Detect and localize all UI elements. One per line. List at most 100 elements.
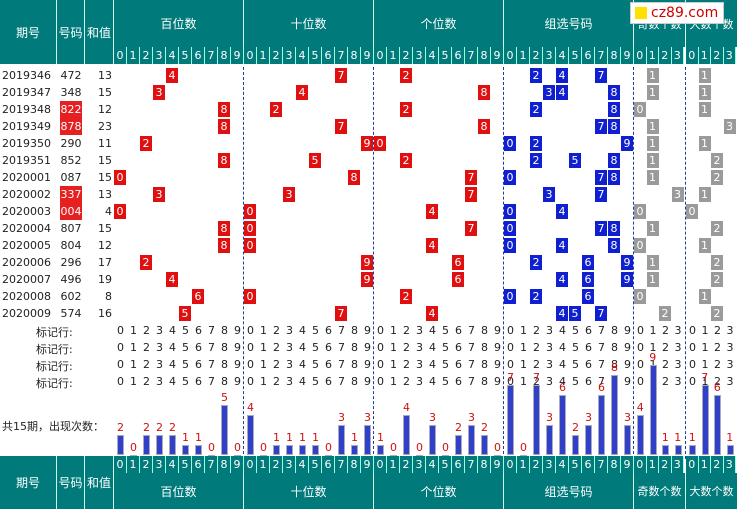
- marker-digit[interactable]: 4: [559, 324, 566, 337]
- marker-digit[interactable]: 8: [351, 375, 358, 388]
- marker-digit[interactable]: 9: [494, 358, 501, 371]
- marker-digit[interactable]: 1: [260, 358, 267, 371]
- marker-digit[interactable]: 0: [377, 358, 384, 371]
- marker-digit[interactable]: 2: [403, 375, 410, 388]
- marker-digit[interactable]: 8: [481, 341, 488, 354]
- marker-digit[interactable]: 3: [546, 358, 553, 371]
- marker-digit[interactable]: 7: [338, 324, 345, 337]
- marker-digit[interactable]: 3: [156, 324, 163, 337]
- marker-digit[interactable]: 4: [559, 341, 566, 354]
- marker-digit[interactable]: 0: [689, 358, 696, 371]
- marker-digit[interactable]: 6: [455, 341, 462, 354]
- marker-digit[interactable]: 9: [494, 375, 501, 388]
- marker-digit[interactable]: 0: [247, 324, 254, 337]
- marker-digit[interactable]: 6: [455, 358, 462, 371]
- marker-digit[interactable]: 0: [117, 358, 124, 371]
- marker-digit[interactable]: 6: [195, 375, 202, 388]
- marker-digit[interactable]: 2: [273, 375, 280, 388]
- marker-digit[interactable]: 3: [286, 341, 293, 354]
- marker-digit[interactable]: 1: [390, 324, 397, 337]
- marker-digit[interactable]: 5: [312, 324, 319, 337]
- marker-digit[interactable]: 1: [520, 375, 527, 388]
- marker-digit[interactable]: 5: [182, 358, 189, 371]
- marker-digit[interactable]: 2: [662, 324, 669, 337]
- marker-digit[interactable]: 2: [143, 324, 150, 337]
- marker-digit[interactable]: 6: [455, 375, 462, 388]
- marker-digit[interactable]: 3: [674, 324, 682, 337]
- marker-digit[interactable]: 7: [598, 341, 605, 354]
- marker-digit[interactable]: 4: [299, 375, 306, 388]
- marker-digit[interactable]: 3: [286, 358, 293, 371]
- marker-digit[interactable]: 0: [377, 341, 384, 354]
- marker-digit[interactable]: 5: [442, 358, 449, 371]
- marker-digit[interactable]: 5: [312, 341, 319, 354]
- marker-digit[interactable]: 3: [286, 375, 293, 388]
- marker-digit[interactable]: 5: [572, 375, 579, 388]
- marker-digit[interactable]: 0: [117, 341, 124, 354]
- marker-digit[interactable]: 0: [637, 375, 644, 388]
- marker-digit[interactable]: 3: [416, 375, 423, 388]
- marker-digit[interactable]: 3: [546, 375, 553, 388]
- marker-digit[interactable]: 9: [624, 375, 631, 388]
- marker-digit[interactable]: 0: [377, 375, 384, 388]
- marker-digit[interactable]: 3: [416, 358, 423, 371]
- marker-digit[interactable]: 5: [182, 375, 189, 388]
- marker-digit[interactable]: 7: [208, 358, 215, 371]
- marker-digit[interactable]: 3: [416, 324, 423, 337]
- marker-digit[interactable]: 1: [701, 375, 709, 388]
- marker-digit[interactable]: 7: [208, 324, 215, 337]
- marker-digit[interactable]: 7: [468, 341, 475, 354]
- marker-digit[interactable]: 9: [234, 375, 241, 388]
- marker-digit[interactable]: 5: [442, 375, 449, 388]
- marker-digit[interactable]: 5: [312, 375, 319, 388]
- marker-digit[interactable]: 5: [442, 324, 449, 337]
- marker-digit[interactable]: 4: [559, 375, 566, 388]
- marker-digit[interactable]: 1: [260, 324, 267, 337]
- marker-digit[interactable]: 5: [572, 341, 579, 354]
- marker-digit[interactable]: 2: [273, 341, 280, 354]
- marker-digit[interactable]: 0: [507, 324, 514, 337]
- marker-digit[interactable]: 3: [286, 324, 293, 337]
- marker-digit[interactable]: 6: [195, 341, 202, 354]
- marker-digit[interactable]: 1: [130, 358, 137, 371]
- marker-digit[interactable]: 4: [299, 324, 306, 337]
- marker-digit[interactable]: 1: [260, 341, 267, 354]
- marker-digit[interactable]: 4: [429, 341, 436, 354]
- marker-digit[interactable]: 5: [182, 324, 189, 337]
- marker-digit[interactable]: 6: [585, 324, 592, 337]
- marker-digit[interactable]: 7: [598, 324, 605, 337]
- marker-digit[interactable]: 8: [481, 358, 488, 371]
- marker-digit[interactable]: 2: [533, 358, 540, 371]
- marker-digit[interactable]: 0: [689, 375, 696, 388]
- marker-digit[interactable]: 7: [468, 324, 475, 337]
- marker-digit[interactable]: 0: [117, 324, 124, 337]
- marker-digit[interactable]: 4: [429, 375, 436, 388]
- marker-digit[interactable]: 1: [260, 375, 267, 388]
- marker-digit[interactable]: 4: [169, 324, 176, 337]
- marker-digit[interactable]: 0: [507, 358, 514, 371]
- marker-digit[interactable]: 3: [156, 358, 163, 371]
- marker-digit[interactable]: 7: [208, 341, 215, 354]
- marker-digit[interactable]: 3: [726, 341, 734, 354]
- marker-digit[interactable]: 9: [364, 375, 371, 388]
- marker-digit[interactable]: 7: [468, 375, 475, 388]
- marker-digit[interactable]: 3: [546, 341, 553, 354]
- marker-digit[interactable]: 3: [156, 375, 163, 388]
- marker-digit[interactable]: 3: [674, 358, 682, 371]
- marker-digit[interactable]: 6: [585, 341, 592, 354]
- marker-digit[interactable]: 3: [674, 375, 682, 388]
- marker-digit[interactable]: 0: [689, 324, 696, 337]
- marker-digit[interactable]: 9: [234, 324, 241, 337]
- marker-digit[interactable]: 3: [726, 324, 734, 337]
- marker-digit[interactable]: 2: [533, 341, 540, 354]
- marker-digit[interactable]: 0: [247, 375, 254, 388]
- marker-digit[interactable]: 2: [714, 324, 721, 337]
- marker-digit[interactable]: 1: [520, 358, 527, 371]
- marker-digit[interactable]: 1: [520, 324, 527, 337]
- marker-digit[interactable]: 7: [208, 375, 215, 388]
- marker-digit[interactable]: 6: [195, 324, 202, 337]
- marker-digit[interactable]: 8: [351, 341, 358, 354]
- marker-digit[interactable]: 8: [221, 341, 228, 354]
- marker-digit[interactable]: 7: [338, 358, 345, 371]
- marker-digit[interactable]: 3: [156, 341, 163, 354]
